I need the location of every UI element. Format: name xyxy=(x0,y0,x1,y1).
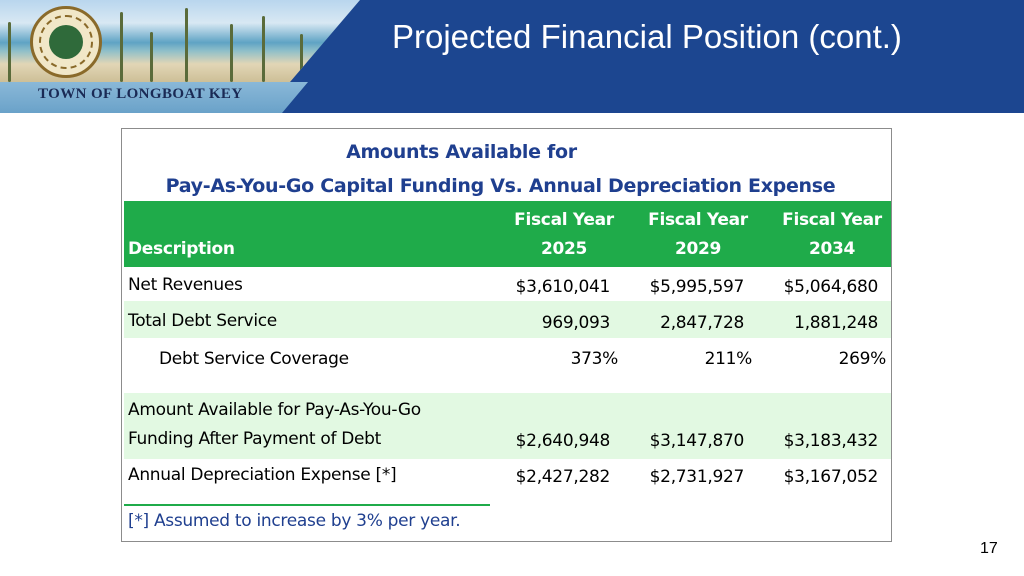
cell-fy2034: $3,167,052 xyxy=(783,467,879,487)
cell-fy2025: $2,427,282 xyxy=(515,467,611,487)
cell-fy2034: 1,881,248 xyxy=(794,313,878,333)
cell-fy2034: $3,183,432 xyxy=(783,431,879,451)
cell-fy2025: $2,640,948 xyxy=(515,431,611,451)
financial-table-panel: Amounts Available for Pay-As-You-Go Capi… xyxy=(121,128,892,542)
cell-fy2034: $5,064,680 xyxy=(783,277,879,297)
cell-fy2025: 373% xyxy=(570,349,619,369)
cell-fy2029: $2,731,927 xyxy=(649,467,745,487)
column-header-fy2029-label: Fiscal Year xyxy=(648,210,748,230)
column-header-fy2034-label: Fiscal Year xyxy=(782,210,882,230)
row-label: Total Debt Service xyxy=(128,311,277,331)
town-name: TOWN OF LONGBOAT KEY xyxy=(38,86,243,102)
column-header-description: Description xyxy=(128,239,235,259)
row-label: Net Revenues xyxy=(128,275,243,295)
slide-header: TOWN OF LONGBOAT KEY Projected Financial… xyxy=(0,0,1024,113)
cell-fy2029: $3,147,870 xyxy=(649,431,745,451)
cell-fy2034: 269% xyxy=(838,349,887,369)
row-label-line1: Amount Available for Pay-As-You-Go xyxy=(128,400,421,420)
table-row-amount-available: Amount Available for Pay-As-You-Go Fundi… xyxy=(124,393,891,459)
table-header-row: Description Fiscal Year 2025 Fiscal Year… xyxy=(124,201,891,267)
table-row-total-debt-service: Total Debt Service 969,093 2,847,728 1,8… xyxy=(124,301,891,338)
slide-title: Projected Financial Position (cont.) xyxy=(392,18,902,55)
row-label: Annual Depreciation Expense [*] xyxy=(128,465,397,485)
footnote-divider xyxy=(124,504,490,506)
row-label: Debt Service Coverage xyxy=(159,349,349,369)
town-banner xyxy=(0,82,308,113)
town-seal-logo xyxy=(30,6,102,78)
cell-fy2025: $3,610,041 xyxy=(515,277,611,297)
table-title-line1: Amounts Available for xyxy=(346,141,577,163)
table-row-annual-depreciation: Annual Depreciation Expense [*] $2,427,2… xyxy=(124,459,891,495)
column-header-fy2025-label: Fiscal Year xyxy=(514,210,614,230)
row-label-line2: Funding After Payment of Debt xyxy=(128,429,382,449)
cell-fy2025: 969,093 xyxy=(541,313,611,333)
table-row-net-revenues: Net Revenues $3,610,041 $5,995,597 $5,06… xyxy=(124,267,891,301)
column-header-fy2025-year: 2025 xyxy=(540,239,588,259)
cell-fy2029: 2,847,728 xyxy=(660,313,744,333)
column-header-fy2034-year: 2034 xyxy=(808,239,856,259)
table-title-line2: Pay-As-You-Go Capital Funding Vs. Annual… xyxy=(165,175,836,197)
cell-fy2029: $5,995,597 xyxy=(649,277,745,297)
page-number: 17 xyxy=(980,540,998,557)
table-row-debt-service-coverage: Debt Service Coverage 373% 211% 269% xyxy=(124,338,891,393)
footnote: [*] Assumed to increase by 3% per year. xyxy=(128,511,461,531)
cell-fy2029: 211% xyxy=(704,349,753,369)
column-header-fy2029-year: 2029 xyxy=(674,239,722,259)
